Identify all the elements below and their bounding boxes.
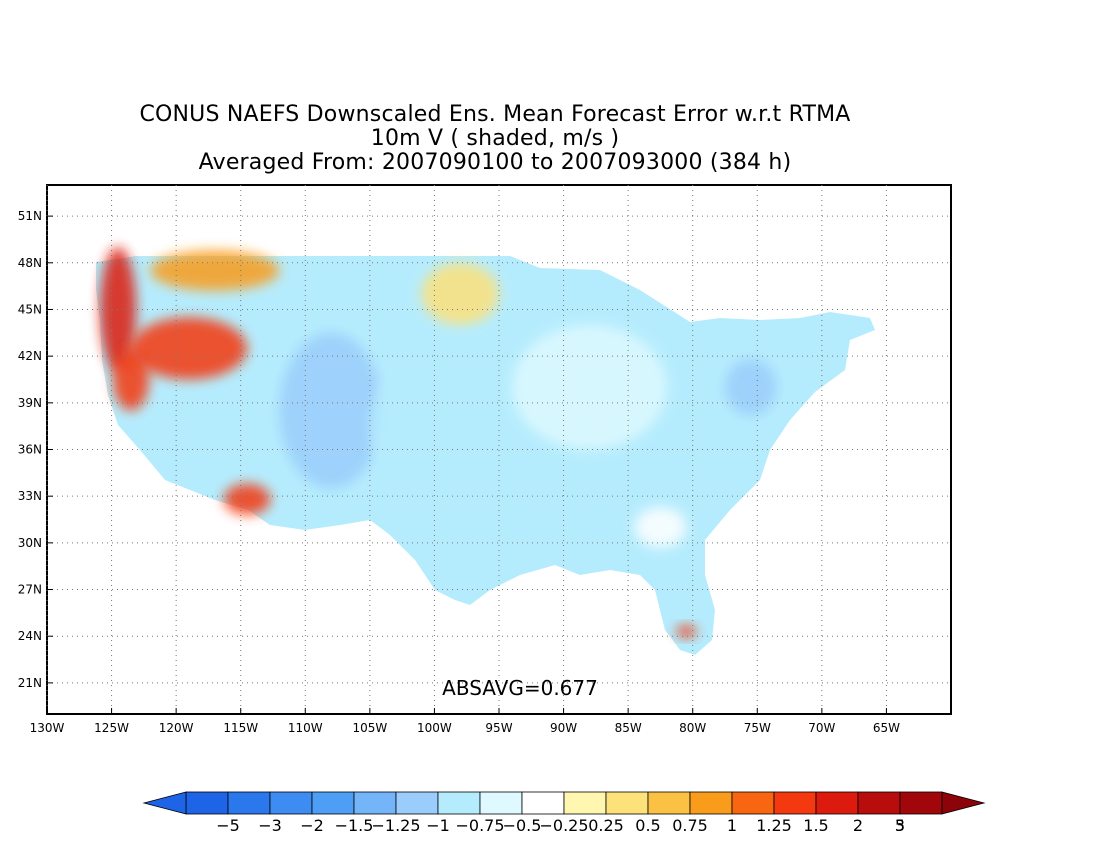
colorbar-label: 3 bbox=[895, 816, 905, 835]
lon-tick-label: 85W bbox=[615, 721, 642, 735]
colorbar-label: −1.5 bbox=[335, 816, 374, 835]
colorbar-swatch bbox=[689, 791, 733, 815]
colorbar-label: −0.25 bbox=[539, 816, 588, 835]
field-blob bbox=[99, 247, 137, 372]
colorbar-swatch bbox=[437, 791, 481, 815]
colorbar-max-arrow bbox=[941, 791, 986, 815]
colorbar-label: 0.5 bbox=[635, 816, 660, 835]
longitude-labels: 130W 125W 120W 115W 110W 105W 100W 95W 90W 85W 80W… bbox=[30, 708, 900, 735]
colorbar-swatch bbox=[227, 791, 271, 815]
lat-tick-label: 48N bbox=[18, 256, 42, 270]
colorbar-label: −3 bbox=[258, 816, 282, 835]
chart-title-line-1: CONUS NAEFS Downscaled Ens. Mean Forecas… bbox=[139, 102, 851, 127]
colorbar-swatch bbox=[311, 791, 355, 815]
field-blob bbox=[279, 332, 383, 489]
lat-tick-label: 51N bbox=[18, 209, 42, 223]
colorbar-label: 1 bbox=[727, 816, 737, 835]
lat-tick-label: 36N bbox=[18, 443, 42, 457]
colorbar-swatch bbox=[353, 791, 397, 815]
colorbar-swatch bbox=[815, 791, 859, 815]
lon-tick-label: 75W bbox=[744, 721, 771, 735]
lon-tick-label: 90W bbox=[550, 721, 577, 735]
lon-tick-label: 110W bbox=[288, 721, 323, 735]
lon-tick-label: 80W bbox=[679, 721, 706, 735]
colorbar-label: 5 bbox=[895, 816, 905, 835]
lon-tick-label: 65W bbox=[873, 721, 900, 735]
colorbar-label: 1.25 bbox=[756, 816, 792, 835]
lon-tick-label: 100W bbox=[417, 721, 452, 735]
colorbar-label: −0.75 bbox=[455, 816, 504, 835]
lat-tick-label: 21N bbox=[18, 676, 42, 690]
lon-tick-label: 130W bbox=[30, 721, 65, 735]
colorbar-label: 1.5 bbox=[803, 816, 828, 835]
lat-tick-label: 42N bbox=[18, 349, 42, 363]
colorbar-swatch bbox=[731, 791, 775, 815]
colorbar-label: −0.5 bbox=[503, 816, 542, 835]
colorbar-swatch bbox=[185, 791, 229, 815]
lat-tick-label: 39N bbox=[18, 396, 42, 410]
chart-title-line-2: 10m V ( shaded, m/s ) bbox=[370, 126, 620, 151]
field-blob bbox=[675, 625, 697, 638]
lon-tick-label: 95W bbox=[485, 721, 512, 735]
lon-tick-label: 115W bbox=[223, 721, 258, 735]
colorbar-swatch bbox=[479, 791, 523, 815]
colorbar-swatch bbox=[647, 791, 691, 815]
colorbar-label: −5 bbox=[216, 816, 240, 835]
lon-tick-label: 70W bbox=[808, 721, 835, 735]
colorbar-swatch bbox=[857, 791, 901, 815]
field-blob bbox=[150, 250, 280, 291]
colorbar-swatch bbox=[521, 791, 565, 815]
colorbar-label: 0.25 bbox=[588, 816, 624, 835]
field-blob bbox=[634, 507, 687, 548]
colorbar-swatch bbox=[605, 791, 649, 815]
colorbar-label: −1.25 bbox=[371, 816, 420, 835]
colorbar-labels: −5 −3 −2 −1.5−1.25 −1 −0.75−0.5−0.25 0.25 0.5 0.… bbox=[216, 816, 905, 835]
field-blob bbox=[511, 325, 667, 450]
colorbar-min-arrow bbox=[142, 791, 187, 815]
colorbar-swatch bbox=[899, 791, 943, 815]
colorbar-swatch bbox=[395, 791, 439, 815]
lat-tick-label: 45N bbox=[18, 302, 42, 316]
field-blob bbox=[223, 483, 271, 515]
lat-tick-label: 24N bbox=[18, 629, 42, 643]
colorbar-swatch bbox=[563, 791, 607, 815]
colorbar-label: −2 bbox=[300, 816, 324, 835]
lon-tick-label: 125W bbox=[94, 721, 129, 735]
chart-title-line-3: Averaged From: 2007090100 to 2007093000 … bbox=[198, 150, 792, 175]
colorbar-label: −1 bbox=[426, 816, 450, 835]
absavg-label: ABSAVG=0.677 bbox=[442, 676, 598, 700]
lon-tick-label: 105W bbox=[352, 721, 387, 735]
colorbar-swatch bbox=[269, 791, 313, 815]
colorbar-swatch bbox=[773, 791, 817, 815]
latitude-labels: 21N 24N 27N 30N 33N 36N 39N 42N 45N 48N 51N bbox=[18, 209, 53, 690]
field-blob bbox=[725, 359, 777, 416]
field-blob bbox=[421, 262, 499, 326]
lat-lon-grid bbox=[46, 185, 951, 714]
lat-tick-label: 33N bbox=[18, 489, 42, 503]
colorbar-label: 2 bbox=[853, 816, 863, 835]
colorbar-label: 0.75 bbox=[672, 816, 708, 835]
lon-tick-label: 120W bbox=[159, 721, 194, 735]
lat-tick-label: 27N bbox=[18, 583, 42, 597]
lat-tick-label: 30N bbox=[18, 536, 42, 550]
field-blob bbox=[130, 317, 248, 380]
forecast-error-field bbox=[96, 247, 875, 655]
colorbar bbox=[142, 791, 986, 815]
